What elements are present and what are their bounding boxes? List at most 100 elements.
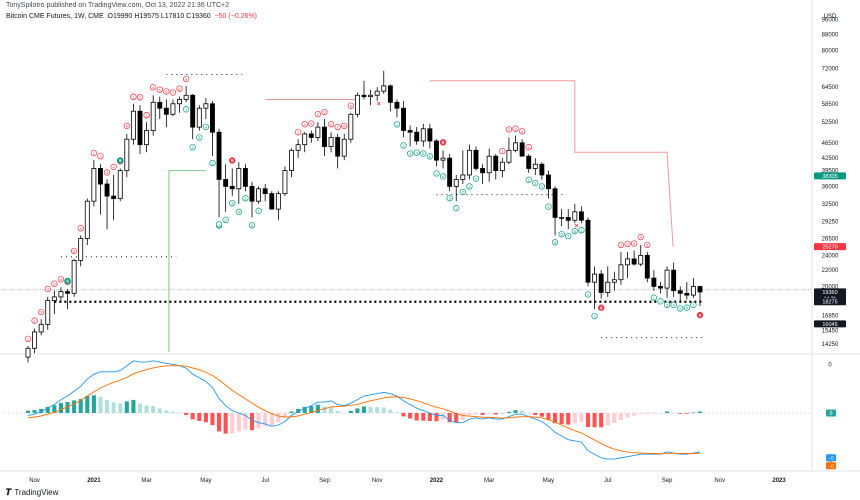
macd-histogram-bar bbox=[506, 411, 511, 413]
macd-histogram-bar bbox=[137, 403, 143, 413]
symbol-info: Bitcoin CME Futures, 1W, CME O19990 H195… bbox=[6, 13, 257, 20]
time-tick-label: 2022 bbox=[430, 478, 444, 484]
candle bbox=[690, 286, 696, 296]
candle bbox=[45, 300, 51, 325]
candle bbox=[499, 161, 505, 171]
candle bbox=[651, 277, 657, 287]
td-setup-nine bbox=[64, 277, 71, 285]
price-tick-label: 16850 bbox=[822, 314, 839, 320]
candle bbox=[374, 90, 380, 96]
candle bbox=[65, 291, 70, 294]
macd-histogram-bar bbox=[72, 400, 77, 413]
candle bbox=[572, 211, 578, 221]
candle bbox=[322, 126, 327, 147]
macd-histogram-bar bbox=[375, 407, 380, 413]
td-count-number: 2 bbox=[659, 299, 662, 304]
td-buy-count bbox=[683, 304, 690, 311]
td-sell-count bbox=[294, 129, 302, 136]
td-count-number: 3 bbox=[409, 151, 412, 156]
td-count-number: 2 bbox=[462, 190, 465, 195]
macd-histogram-bar bbox=[322, 406, 327, 413]
td-setup-nine bbox=[117, 157, 124, 164]
macd-histogram-bar bbox=[625, 413, 630, 418]
td-buy-count bbox=[413, 149, 420, 156]
candle bbox=[302, 133, 308, 146]
candle bbox=[598, 273, 604, 293]
td-buy-count bbox=[426, 153, 434, 160]
candle bbox=[130, 110, 136, 140]
td-count-number: 3 bbox=[541, 184, 544, 189]
candle bbox=[440, 157, 446, 161]
td-count-number: 4 bbox=[521, 129, 524, 134]
macd-histogram-bar bbox=[296, 408, 301, 413]
macd-histogram-bar bbox=[282, 413, 287, 418]
macd-histogram-bar bbox=[546, 413, 551, 420]
price-badge bbox=[814, 172, 846, 180]
candle bbox=[58, 291, 64, 298]
candle bbox=[144, 130, 150, 146]
td-count-number: 5 bbox=[422, 151, 425, 156]
td-count-number: 4 bbox=[475, 176, 478, 181]
td-sell-count bbox=[624, 240, 631, 248]
macd-histogram-bar bbox=[579, 413, 584, 423]
td-sell-count bbox=[176, 85, 183, 92]
macd-histogram-bar bbox=[184, 413, 189, 415]
candle bbox=[552, 188, 558, 218]
td-sell-count bbox=[314, 111, 322, 118]
td-count-number: 1 bbox=[93, 151, 96, 156]
td-sell-count bbox=[130, 93, 137, 100]
candle bbox=[98, 168, 103, 185]
td-count-number: 1 bbox=[396, 122, 399, 127]
candle bbox=[480, 168, 486, 174]
symbol-title: Bitcoin CME Futures, 1W, CME bbox=[6, 13, 104, 20]
macd-histogram-bar bbox=[131, 399, 136, 413]
candle bbox=[447, 157, 453, 187]
macd-histogram-bar bbox=[124, 401, 129, 413]
macd-histogram-bar bbox=[691, 412, 696, 414]
td-buy-count bbox=[532, 179, 539, 187]
macd-histogram-bar bbox=[170, 411, 175, 413]
macd-histogram-bar bbox=[58, 403, 63, 413]
td-buy-count bbox=[558, 230, 565, 238]
macd-histogram-bar bbox=[276, 413, 281, 423]
tradingview-logo[interactable]: 𝑻 TradingView bbox=[6, 487, 58, 498]
candle bbox=[275, 193, 281, 210]
td-count-number: 7 bbox=[337, 125, 340, 130]
td-setup-nine bbox=[597, 304, 605, 311]
td-buy-count bbox=[578, 227, 585, 234]
signal-line bbox=[27, 365, 701, 455]
candle bbox=[335, 137, 341, 157]
candle bbox=[150, 101, 156, 131]
candle bbox=[177, 99, 182, 105]
td-count-number: 2 bbox=[99, 154, 102, 159]
td-sell-count bbox=[51, 280, 58, 287]
td-sell-count bbox=[637, 233, 644, 241]
td-count-number: 9 bbox=[350, 103, 353, 108]
price-badge-label: 16045 bbox=[822, 322, 837, 328]
macd-histogram-bar bbox=[111, 402, 116, 413]
td-sell-count bbox=[44, 285, 51, 293]
time-tick-label: Nov bbox=[372, 478, 383, 484]
candle bbox=[196, 107, 202, 128]
macd-histogram-bar bbox=[460, 413, 465, 421]
candle bbox=[466, 149, 472, 176]
macd-histogram-bar bbox=[632, 413, 637, 416]
macd-last-value-badge bbox=[826, 454, 836, 462]
td-sell-count bbox=[505, 126, 513, 133]
td-count-number: 6 bbox=[165, 89, 168, 94]
td-buy-count bbox=[189, 144, 196, 151]
td-buy-count bbox=[248, 222, 256, 229]
td-count-number: 4 bbox=[47, 287, 50, 292]
macd-histogram-bar bbox=[91, 395, 96, 413]
candle bbox=[473, 149, 479, 169]
macd-histogram-bar bbox=[454, 413, 459, 423]
macd-histogram-bar bbox=[217, 413, 222, 432]
macd-histogram-bar bbox=[368, 406, 373, 413]
td-count-number: 9 bbox=[185, 76, 188, 81]
candle bbox=[644, 254, 650, 279]
td-buy-count bbox=[446, 195, 453, 202]
td-sell-count bbox=[617, 241, 625, 249]
td-sell-count bbox=[334, 123, 341, 131]
td-count-number: 6 bbox=[60, 277, 63, 282]
